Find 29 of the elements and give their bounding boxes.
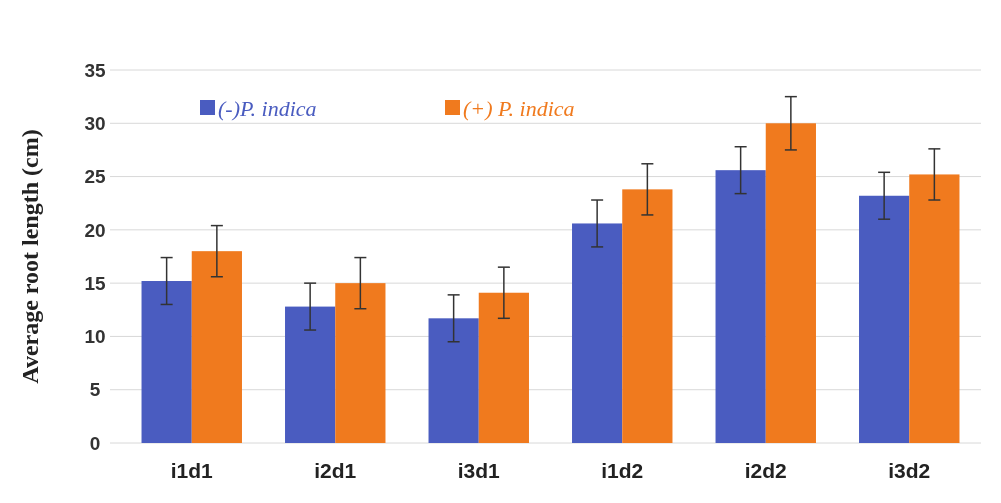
y-tick-label: 25 bbox=[84, 166, 106, 188]
y-tick-label: 10 bbox=[84, 326, 106, 348]
bar bbox=[572, 223, 623, 443]
y-tick-label: 35 bbox=[84, 59, 106, 81]
bar bbox=[285, 306, 336, 443]
bar bbox=[909, 174, 960, 443]
x-tick-label: i3d1 bbox=[457, 459, 501, 482]
y-tick-label: 20 bbox=[84, 219, 106, 241]
bar bbox=[191, 251, 242, 443]
bar bbox=[622, 189, 673, 443]
y-tick-label: 5 bbox=[89, 379, 101, 401]
x-tick-label: i1d1 bbox=[170, 459, 214, 482]
x-tick-label: i3d2 bbox=[888, 459, 931, 482]
bar bbox=[141, 281, 192, 443]
legend-label: (-)P. indica bbox=[218, 95, 317, 121]
legend-label: (+) P. indica bbox=[463, 95, 575, 121]
bar bbox=[859, 195, 910, 443]
x-tick-label: i1d2 bbox=[601, 459, 644, 482]
bar bbox=[715, 170, 766, 443]
bar bbox=[765, 123, 816, 443]
x-tick-label: i2d1 bbox=[314, 459, 357, 482]
bar bbox=[335, 283, 386, 443]
y-tick-label: 15 bbox=[84, 272, 106, 294]
bar bbox=[478, 292, 529, 443]
y-axis-title: Average root length (cm) bbox=[17, 129, 43, 384]
y-tick-label: 0 bbox=[89, 432, 101, 454]
bar bbox=[428, 318, 479, 443]
x-tick-label: i2d2 bbox=[744, 459, 787, 482]
y-tick-label: 30 bbox=[84, 112, 106, 134]
